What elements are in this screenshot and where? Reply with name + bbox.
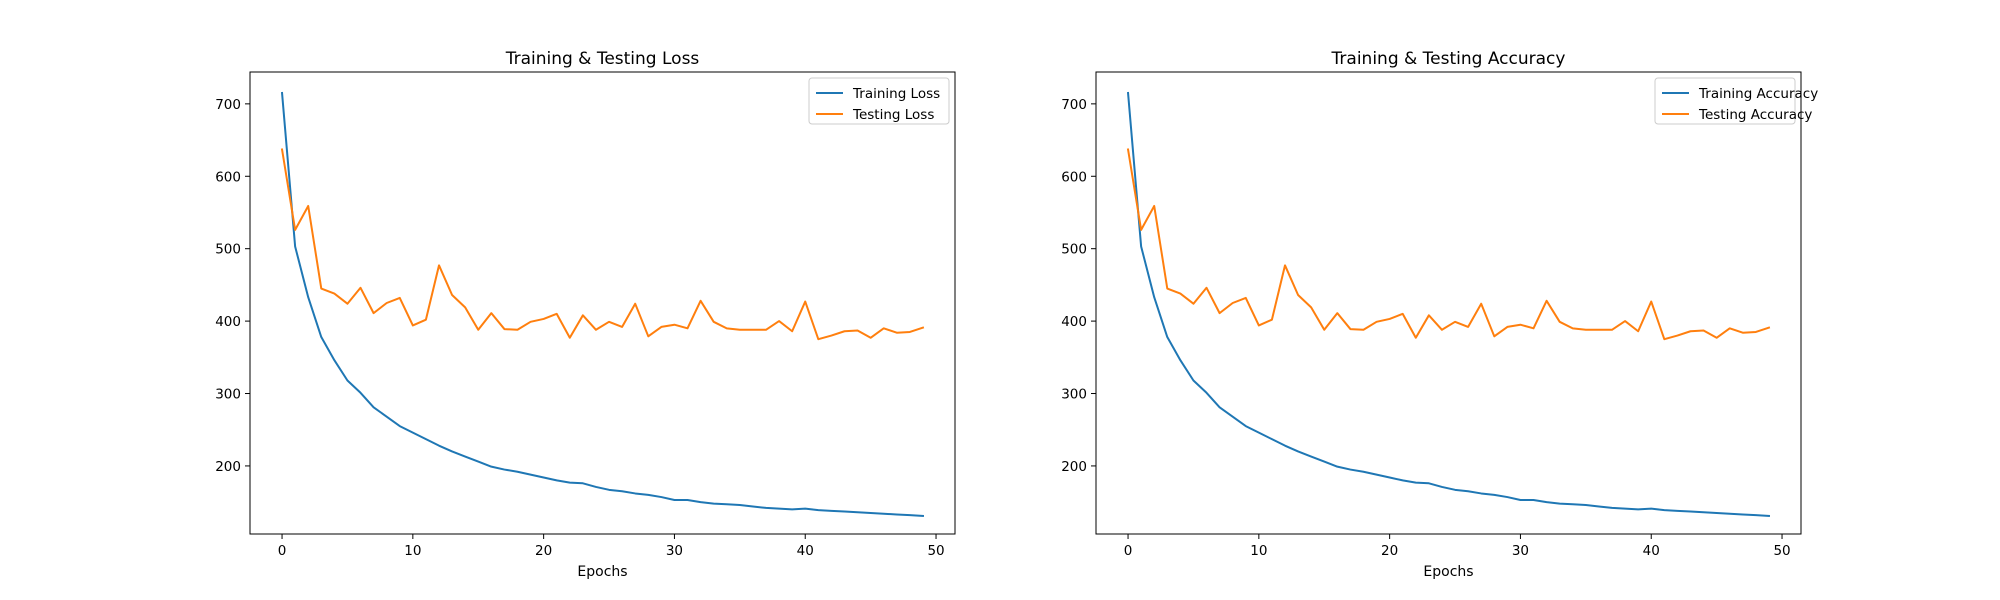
series-line-training-accuracy	[1126, 91, 1771, 517]
y-tick-label: 600	[215, 169, 241, 185]
series-line-testing-loss	[280, 148, 925, 341]
x-axis-label: Epochs	[577, 564, 627, 580]
x-tick-label: 50	[1773, 543, 1790, 559]
legend: Training Accuracy Testing Accuracy	[1654, 77, 1818, 125]
x-tick-label: 40	[797, 543, 814, 559]
y-tick-label: 200	[215, 459, 241, 475]
y-tick-label: 600	[1061, 169, 1087, 185]
y-tick-label: 400	[1061, 314, 1087, 330]
y-tick-label: 200	[1061, 459, 1087, 475]
x-axis-label: Epochs	[1423, 564, 1473, 580]
x-tick-label: 0	[278, 543, 287, 559]
chart-title: Training & Testing Loss	[505, 49, 700, 69]
legend-entry: Training Accuracy	[1698, 86, 1818, 102]
y-tick-label: 700	[215, 97, 241, 113]
y-tick-label: 700	[1061, 97, 1087, 113]
series-line-testing-accuracy	[1126, 148, 1771, 341]
chart-panel-1: 0 10 20 30 40 50 200 300 400 500 600 700 Training & …	[215, 49, 956, 580]
legend-box	[808, 77, 950, 125]
y-tick-label: 300	[1061, 387, 1087, 403]
x-tick-label: 20	[1381, 543, 1398, 559]
x-tick-label: 50	[927, 543, 944, 559]
y-tick-label: 300	[215, 387, 241, 403]
plot-frame	[249, 71, 956, 535]
x-tick-label: 20	[535, 543, 552, 559]
x-tick-label: 0	[1124, 543, 1133, 559]
plot-frame	[1095, 71, 1802, 535]
x-tick-label: 40	[1643, 543, 1660, 559]
y-tick-label: 500	[1061, 242, 1087, 258]
legend: Training Loss Testing Loss	[808, 77, 950, 125]
chart-panel-2: 0 10 20 30 40 50 200 300 400 500 600 700 Training & …	[1061, 49, 1818, 580]
x-tick-label: 30	[1512, 543, 1529, 559]
series-line-training-loss	[280, 91, 925, 517]
y-tick-label: 400	[215, 314, 241, 330]
legend-entry: Testing Loss	[852, 107, 934, 123]
x-tick-label: 30	[666, 543, 683, 559]
legend-entry: Training Loss	[852, 86, 940, 102]
x-tick-label: 10	[1250, 543, 1267, 559]
legend-entry: Testing Accuracy	[1698, 107, 1812, 123]
legend-box	[1654, 77, 1796, 125]
x-tick-label: 10	[404, 543, 421, 559]
y-tick-label: 500	[215, 242, 241, 258]
chart-title: Training & Testing Accuracy	[1331, 49, 1566, 69]
